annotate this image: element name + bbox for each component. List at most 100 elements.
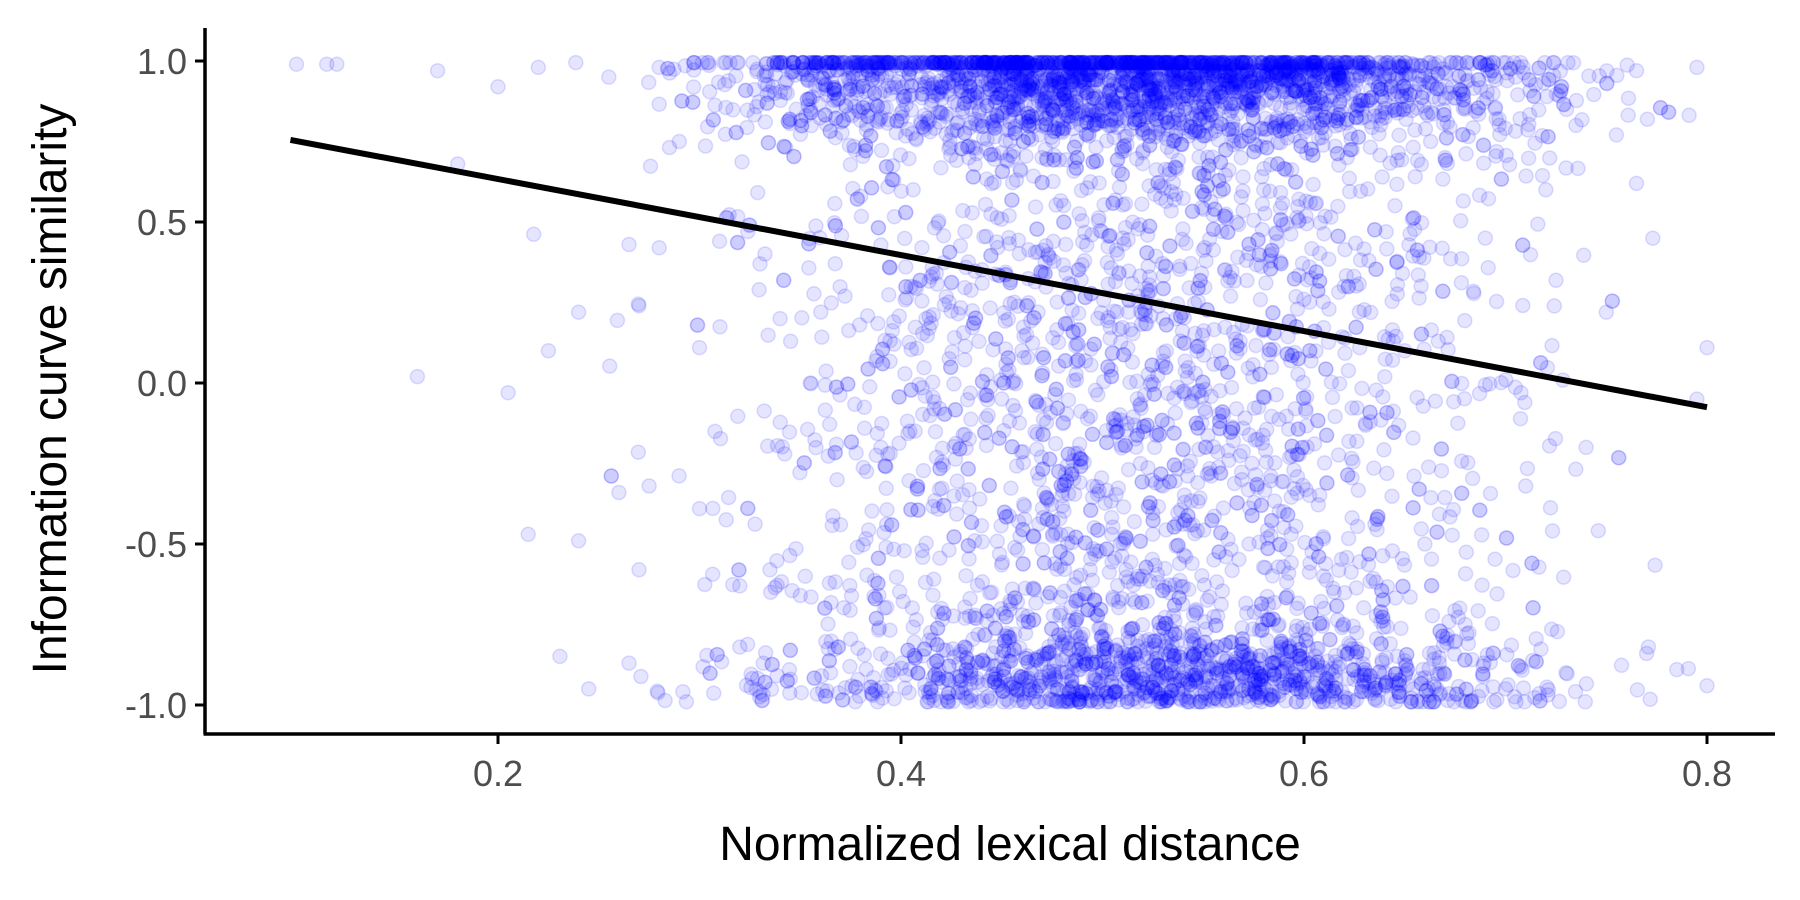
data-point (1327, 408, 1343, 425)
data-point (1128, 54, 1145, 71)
data-point (666, 61, 682, 77)
data-point (976, 228, 992, 245)
data-point (799, 67, 815, 83)
data-point (1073, 182, 1090, 199)
data-point (1239, 96, 1255, 112)
data-point (1645, 230, 1661, 246)
data-point (1288, 288, 1304, 305)
data-point (1487, 551, 1503, 567)
data-point (1073, 54, 1089, 71)
data-point (1004, 581, 1021, 597)
data-point (1369, 62, 1385, 79)
data-point (1422, 133, 1439, 150)
data-point (1339, 54, 1355, 71)
data-point (1122, 321, 1139, 338)
data-point (932, 550, 948, 566)
data-point (1507, 123, 1524, 139)
data-point (1499, 646, 1515, 663)
data-point (1045, 103, 1061, 120)
data-point (917, 574, 934, 591)
data-point (1551, 693, 1568, 710)
data-point (1539, 679, 1555, 695)
data-point (1206, 690, 1223, 706)
data-point (1555, 569, 1572, 585)
data-point (1205, 61, 1221, 78)
data-point (880, 77, 896, 94)
data-point (1128, 151, 1145, 167)
data-point (879, 54, 896, 71)
data-point (1297, 534, 1313, 551)
data-point (1034, 92, 1050, 108)
data-point (1249, 479, 1265, 495)
data-point (1337, 345, 1353, 362)
data-point (1391, 127, 1407, 143)
data-point (995, 57, 1011, 73)
data-point (1382, 691, 1399, 707)
data-point (1306, 436, 1323, 452)
data-point (996, 422, 1012, 439)
data-point (1166, 78, 1183, 94)
data-point (1681, 107, 1697, 124)
data-point (1480, 190, 1497, 207)
data-point (1374, 548, 1391, 564)
data-point (1302, 73, 1318, 90)
data-point (975, 54, 991, 71)
data-point (1351, 554, 1368, 570)
data-point (1189, 523, 1206, 539)
data-point (827, 255, 843, 272)
data-point (1334, 619, 1350, 636)
data-point (986, 658, 1002, 674)
data-point (1255, 427, 1271, 443)
data-point (835, 600, 852, 616)
data-point (1512, 410, 1529, 427)
data-point (842, 658, 858, 675)
data-point (1071, 205, 1087, 222)
data-point (1108, 113, 1124, 129)
data-point (1126, 54, 1142, 71)
data-point (1257, 121, 1273, 138)
data-point (1304, 240, 1320, 257)
data-point (1331, 70, 1348, 86)
data-point (1083, 357, 1099, 373)
data-point (856, 399, 873, 416)
data-point (1341, 170, 1358, 187)
data-point (1169, 685, 1186, 702)
data-point (983, 206, 999, 222)
data-point (1196, 201, 1212, 218)
data-point (984, 54, 1000, 71)
data-point (1578, 676, 1595, 692)
data-point (1465, 119, 1481, 136)
data-point (1046, 73, 1063, 89)
data-point (1423, 104, 1440, 121)
data-point (827, 195, 843, 212)
data-point (1489, 586, 1505, 602)
data-point (1344, 641, 1361, 657)
data-point (729, 54, 745, 71)
data-point (1221, 452, 1237, 469)
data-point (1160, 54, 1177, 71)
data-point (1565, 54, 1582, 71)
data-point (1298, 193, 1314, 209)
data-point (1001, 207, 1017, 224)
data-point (985, 62, 1001, 78)
data-point (1141, 269, 1158, 285)
data-point (914, 542, 930, 559)
data-point (1274, 473, 1290, 490)
data-point (1537, 54, 1553, 71)
data-point (1105, 519, 1121, 535)
data-point (1191, 165, 1207, 181)
data-point (1304, 54, 1320, 71)
data-point (992, 672, 1008, 689)
data-point (1276, 61, 1293, 77)
data-point (1006, 88, 1022, 104)
data-point (1111, 57, 1127, 73)
data-point (914, 325, 931, 342)
data-point (1223, 73, 1239, 89)
data-point (1005, 397, 1021, 414)
data-point (1156, 54, 1173, 71)
data-point (1374, 169, 1390, 185)
data-point (1009, 542, 1026, 558)
data-point (1076, 653, 1093, 670)
data-point (1534, 167, 1551, 184)
data-point (869, 425, 886, 442)
